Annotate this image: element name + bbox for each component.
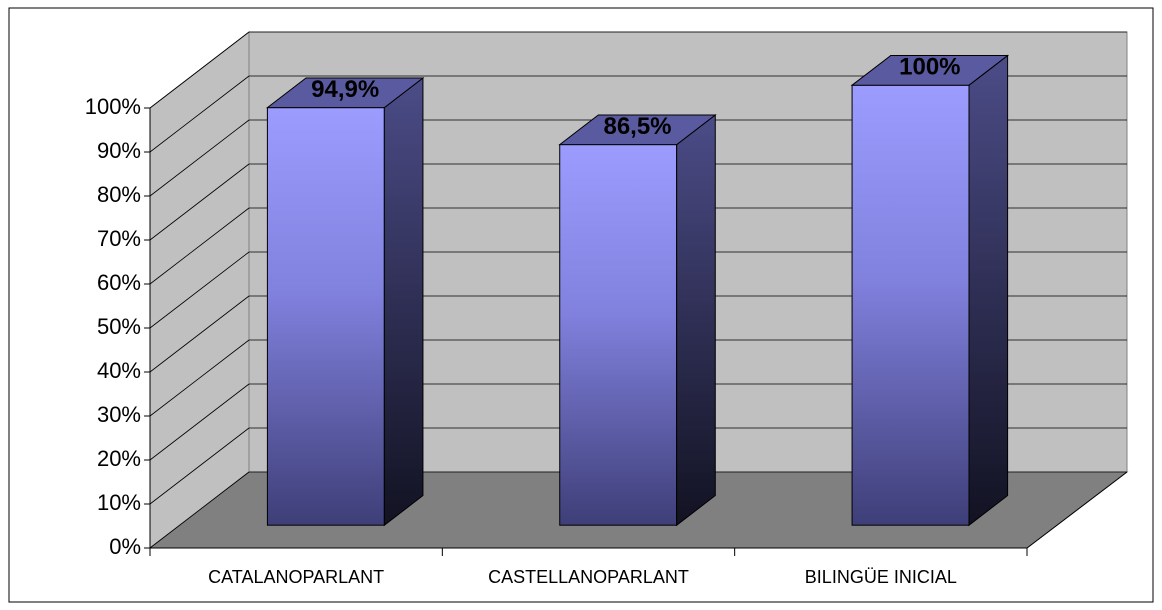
x-tick-label: CASTELLANOPARLANT bbox=[488, 567, 689, 587]
bar-side bbox=[383, 76, 424, 527]
y-tick-label: 0% bbox=[109, 534, 141, 559]
y-tick-label: 50% bbox=[97, 314, 141, 339]
bar-top bbox=[265, 77, 425, 109]
y-tick-label: 10% bbox=[97, 490, 141, 515]
grid-line-side bbox=[149, 119, 250, 197]
data-label: 100% bbox=[899, 54, 960, 81]
data-label: 86,5% bbox=[603, 113, 671, 140]
y-tick-label: 70% bbox=[97, 226, 141, 251]
bar bbox=[559, 144, 678, 526]
y-tick-label: 20% bbox=[97, 446, 141, 471]
bar-side bbox=[676, 113, 716, 527]
y-tick-label: 30% bbox=[97, 402, 141, 427]
grid-line-side bbox=[149, 383, 250, 461]
x-tick-label: BILINGÜE INICIAL bbox=[805, 567, 957, 587]
floor-edge bbox=[1026, 471, 1128, 549]
bar bbox=[266, 107, 385, 526]
grid-line-side bbox=[149, 427, 250, 505]
grid-line-side bbox=[149, 295, 250, 373]
y-tick-label: 90% bbox=[97, 138, 141, 163]
grid-line-side bbox=[149, 31, 250, 109]
data-label: 94,9% bbox=[311, 76, 379, 103]
grid-line-side bbox=[149, 339, 250, 417]
grid-line-side bbox=[149, 75, 250, 153]
y-tick-label: 40% bbox=[97, 358, 141, 383]
bar-top bbox=[558, 114, 717, 146]
grid-line-side bbox=[149, 251, 250, 329]
bar-top bbox=[850, 55, 1010, 86]
bar bbox=[851, 84, 970, 526]
y-tick-label: 60% bbox=[97, 270, 141, 295]
bar-side bbox=[968, 54, 1009, 527]
grid-line-side bbox=[149, 163, 250, 241]
grid-line-side bbox=[149, 207, 250, 285]
grid-line-side bbox=[149, 471, 250, 549]
x-tick-label: CATALANOPARLANT bbox=[208, 567, 384, 587]
y-tick-label: 100% bbox=[85, 94, 141, 119]
y-tick-label: 80% bbox=[97, 182, 141, 207]
